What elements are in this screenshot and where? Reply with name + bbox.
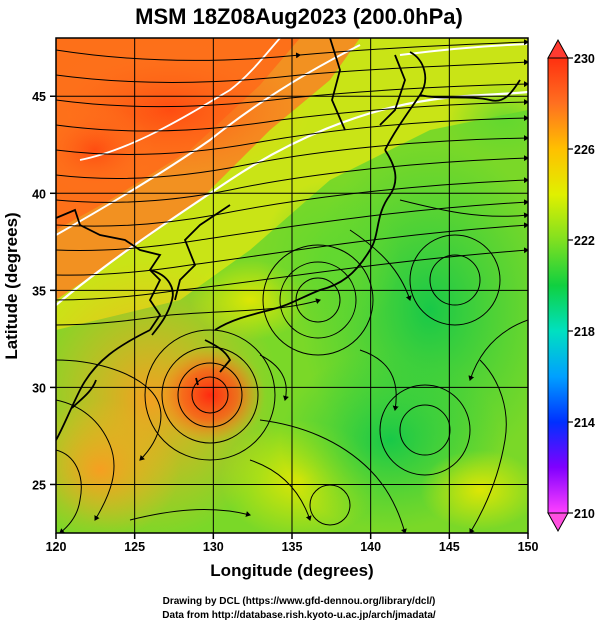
x-tick-label: 135 bbox=[282, 540, 303, 554]
y-tick-label: 35 bbox=[32, 284, 46, 298]
x-tick-label: 150 bbox=[518, 540, 539, 554]
x-tick-label: 130 bbox=[203, 540, 224, 554]
map-field bbox=[56, 38, 528, 533]
x-axis: 120 125 130 135 140 145 150 bbox=[46, 533, 539, 554]
colorbar-gradient bbox=[547, 57, 569, 514]
colorbar: 230 226 222 218 214 210 bbox=[547, 38, 595, 533]
y-axis-label: Latitude (degrees) bbox=[2, 212, 21, 359]
colorbar-bottom-extend bbox=[547, 512, 569, 533]
chart-title: MSM 18Z08Aug2023 (200.0hPa) bbox=[135, 4, 463, 29]
x-tick-label: 125 bbox=[124, 540, 145, 554]
y-tick-label: 25 bbox=[32, 478, 46, 492]
colorbar-tick-label: 214 bbox=[574, 416, 595, 430]
credit-drawing: Drawing by DCL (https://www.gfd-dennou.o… bbox=[163, 596, 436, 607]
credit-data: Data from http://database.rish.kyoto-u.a… bbox=[162, 610, 436, 621]
grid-lines bbox=[56, 38, 528, 533]
colorbar-tick-label: 230 bbox=[574, 52, 595, 66]
colorbar-tick-label: 222 bbox=[574, 234, 595, 248]
y-tick-label: 30 bbox=[32, 381, 46, 395]
colorbar-tick-label: 210 bbox=[574, 507, 595, 521]
y-axis: 25 30 35 40 45 bbox=[32, 90, 56, 492]
colorbar-top-extend bbox=[547, 38, 569, 59]
y-tick-label: 40 bbox=[32, 187, 46, 201]
x-tick-label: 140 bbox=[360, 540, 381, 554]
x-tick-label: 145 bbox=[439, 540, 460, 554]
colorbar-tick-label: 226 bbox=[574, 143, 595, 157]
colorbar-tick-label: 218 bbox=[574, 325, 595, 339]
y-tick-label: 45 bbox=[32, 90, 46, 104]
x-tick-label: 120 bbox=[46, 540, 67, 554]
x-axis-label: Longitude (degrees) bbox=[210, 561, 373, 580]
contour-line bbox=[56, 44, 361, 236]
